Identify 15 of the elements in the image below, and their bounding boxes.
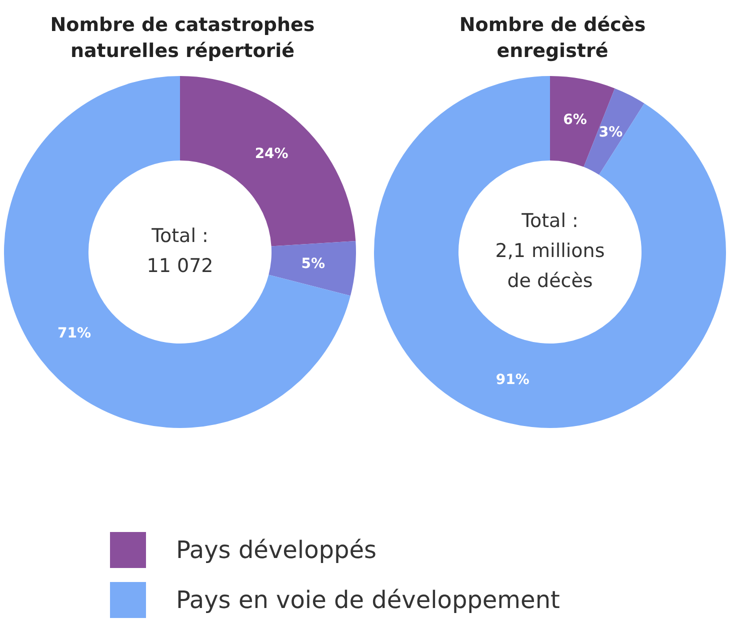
data-label: 5% — [301, 256, 326, 272]
legend-label: Pays développés — [176, 536, 376, 564]
text: Total : — [150, 224, 208, 247]
data-label: 3% — [598, 124, 623, 140]
text: 2,1 millions — [495, 240, 605, 262]
data-label: 71% — [58, 326, 92, 342]
text: Total : — [520, 210, 578, 232]
text: de décès — [507, 270, 593, 292]
chart-title: Nombre de catastrophes naturelles répertorié — [49, 13, 316, 64]
text: 11 072 — [146, 254, 214, 277]
legend-label: Pays en voie de développement — [176, 586, 560, 614]
data-label: 24% — [254, 146, 288, 162]
data-label: 91% — [496, 372, 530, 388]
data-label: 6% — [563, 112, 587, 128]
chart-title: Nombre de décès enregistré — [458, 13, 647, 64]
